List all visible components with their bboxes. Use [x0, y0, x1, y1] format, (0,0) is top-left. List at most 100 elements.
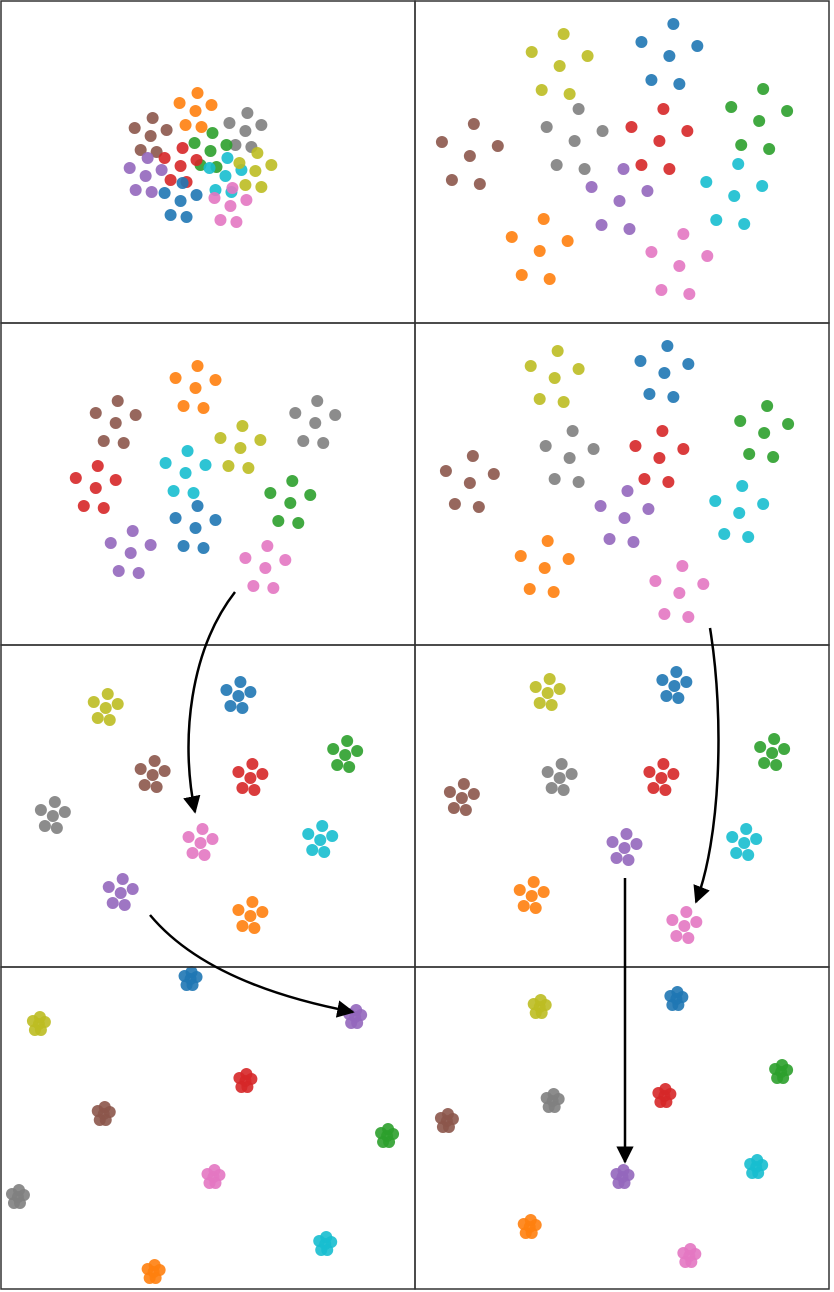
cluster — [645, 228, 714, 300]
cluster — [443, 778, 480, 816]
point — [612, 1177, 625, 1189]
point — [28, 1024, 41, 1036]
point — [329, 409, 342, 421]
point — [126, 883, 139, 895]
point — [630, 838, 643, 850]
point — [543, 273, 556, 285]
cluster — [26, 1011, 51, 1036]
point — [519, 1227, 532, 1239]
point — [221, 152, 234, 164]
point — [610, 852, 623, 864]
point — [179, 467, 192, 479]
point — [540, 121, 553, 133]
point — [448, 498, 461, 510]
point — [525, 890, 538, 902]
point — [286, 475, 299, 487]
point — [732, 158, 745, 170]
point — [38, 820, 51, 832]
point — [155, 164, 168, 176]
cluster — [664, 986, 689, 1011]
point — [463, 477, 476, 489]
point — [621, 485, 634, 497]
point — [524, 1214, 537, 1226]
point — [473, 178, 486, 190]
point — [188, 137, 201, 149]
point — [658, 608, 671, 620]
cluster — [87, 688, 124, 726]
point — [625, 121, 638, 133]
cluster — [726, 823, 763, 861]
point — [623, 223, 636, 235]
point — [248, 784, 261, 796]
point — [179, 119, 192, 131]
point — [467, 118, 480, 130]
point — [726, 831, 739, 843]
point — [236, 920, 249, 932]
point — [655, 284, 668, 296]
point — [158, 765, 171, 777]
point — [265, 159, 278, 171]
point — [50, 822, 63, 834]
cluster — [524, 345, 585, 408]
cluster — [173, 87, 218, 133]
point — [106, 897, 119, 909]
point — [667, 391, 680, 403]
panel-frame — [414, 322, 830, 646]
cluster — [606, 828, 643, 866]
point — [208, 192, 221, 204]
point — [578, 163, 591, 175]
point — [545, 699, 558, 711]
point — [679, 1256, 692, 1268]
point — [439, 465, 452, 477]
cluster — [134, 755, 171, 793]
point — [89, 482, 102, 494]
point — [345, 1017, 358, 1029]
point — [311, 395, 324, 407]
point — [668, 680, 681, 692]
point — [194, 837, 207, 849]
point — [617, 163, 630, 175]
cluster — [34, 796, 71, 834]
cluster — [517, 1214, 542, 1239]
point — [718, 528, 731, 540]
point — [527, 876, 540, 888]
point — [164, 209, 177, 221]
point — [525, 46, 538, 58]
point — [523, 583, 536, 595]
point — [239, 179, 252, 191]
cluster — [754, 733, 791, 771]
point — [690, 916, 703, 928]
point — [547, 586, 560, 598]
point — [734, 415, 747, 427]
point — [663, 50, 676, 62]
point — [34, 804, 47, 816]
point — [235, 1081, 248, 1093]
panels — [5, 18, 795, 1284]
point — [138, 779, 151, 791]
point — [515, 269, 528, 281]
cluster — [666, 906, 703, 944]
cluster — [434, 1108, 459, 1133]
point — [557, 396, 570, 408]
point — [302, 828, 315, 840]
point — [256, 906, 269, 918]
point — [697, 578, 710, 590]
cluster — [529, 673, 566, 711]
point — [738, 218, 751, 230]
point — [551, 345, 564, 357]
cluster — [214, 420, 267, 474]
point — [781, 105, 794, 117]
point — [436, 1121, 449, 1133]
point — [533, 245, 546, 257]
point — [691, 40, 704, 52]
point — [657, 758, 670, 770]
cluster — [313, 1231, 338, 1256]
point — [753, 115, 766, 127]
point — [209, 514, 222, 526]
point — [472, 501, 485, 513]
point — [224, 700, 237, 712]
point — [671, 986, 684, 998]
point — [77, 500, 90, 512]
point — [232, 904, 245, 916]
